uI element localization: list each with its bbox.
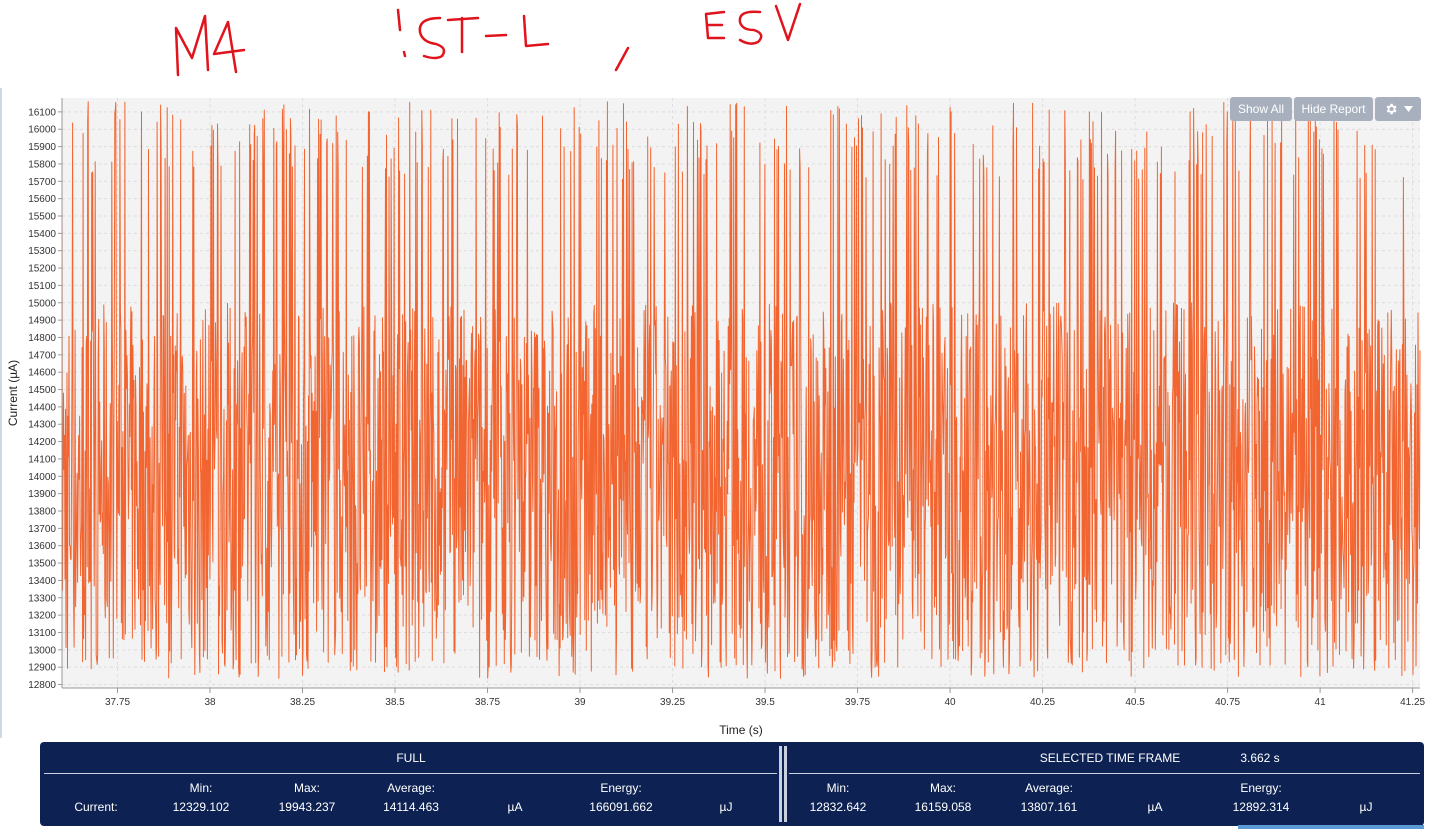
selected-average-unit: µA <box>1147 800 1163 814</box>
selected-duration: 3.662 s <box>1240 751 1280 765</box>
x-tick-label: 40 <box>945 697 957 708</box>
y-tick-label: 13100 <box>28 628 56 639</box>
x-axis-ticks: 37.75 38 38.25 38.5 38.75 39 39.25 39.5 39.75 40 4… <box>105 688 1426 708</box>
x-tick-label: 39.25 <box>660 697 685 708</box>
full-row-label: Current: <box>74 800 118 814</box>
y-tick-label: 14500 <box>28 385 56 396</box>
y-tick-label: 12900 <box>28 663 56 674</box>
y-tick-label: 14200 <box>28 437 56 448</box>
selected-max-value: 16159.058 <box>914 800 972 814</box>
show-all-button[interactable]: Show All <box>1230 97 1292 121</box>
y-tick-label: 12800 <box>28 680 56 691</box>
x-tick-label: 38.25 <box>290 697 315 708</box>
full-max-label: Max: <box>293 781 321 795</box>
y-tick-label: 15400 <box>28 229 56 240</box>
x-tick-label: 39.5 <box>755 697 775 708</box>
selected-energy-label: Energy: <box>1240 781 1282 795</box>
selected-energy-value: 12892.314 <box>1232 800 1290 814</box>
y-axis-ticks: 12800 12900 13000 13100 13200 13300 13400 13500… <box>28 107 62 691</box>
y-tick-label: 15100 <box>28 281 56 292</box>
x-tick-label: 39.75 <box>845 697 870 708</box>
full-min-value: 12329.102 <box>172 800 230 814</box>
y-tick-label: 15900 <box>28 142 56 153</box>
y-tick-label: 15500 <box>28 212 56 223</box>
y-tick-label: 13200 <box>28 611 56 622</box>
y-tick-label: 13700 <box>28 524 56 535</box>
full-divider <box>44 773 777 774</box>
full-average-unit: µA <box>507 800 523 814</box>
x-tick-label: 38 <box>204 697 216 708</box>
caret-down-icon <box>1403 106 1413 112</box>
x-axis-title: Time (s) <box>719 723 763 737</box>
full-average-label: Average: <box>387 781 435 795</box>
y-tick-label: 13000 <box>28 645 56 656</box>
current-series-line <box>61 101 1421 679</box>
section-separator-left <box>779 746 782 822</box>
y-tick-label: 14000 <box>28 472 56 483</box>
full-average-value: 14114.463 <box>383 800 439 814</box>
report-panel: FULL SELECTED TIME FRAME 3.662 s Current… <box>40 742 1424 826</box>
full-min-label: Min: <box>189 781 213 795</box>
y-tick-label: 13300 <box>28 593 56 604</box>
full-energy-value: 166091.662 <box>589 800 653 814</box>
y-tick-label: 15000 <box>28 298 56 309</box>
y-tick-label: 15300 <box>28 246 56 257</box>
selected-max-label: Max: <box>929 781 957 795</box>
y-tick-label: 14600 <box>28 368 56 379</box>
y-tick-label: 14400 <box>28 402 56 413</box>
y-tick-label: 13500 <box>28 559 56 570</box>
y-tick-label: 14800 <box>28 333 56 344</box>
selected-section-title: SELECTED TIME FRAME <box>1039 751 1181 765</box>
x-tick-label: 37.75 <box>105 697 130 708</box>
gear-icon <box>1386 103 1397 115</box>
y-tick-label: 15200 <box>28 264 56 275</box>
selected-min-value: 12832.642 <box>809 800 867 814</box>
y-tick-label: 14700 <box>28 350 56 361</box>
y-tick-label: 14900 <box>28 316 56 327</box>
selected-energy-unit: µJ <box>1359 800 1373 814</box>
full-section-title: FULL <box>396 751 426 765</box>
full-max-value: 19943.237 <box>278 800 336 814</box>
y-tick-label: 13800 <box>28 507 56 518</box>
y-tick-label: 13400 <box>28 576 56 587</box>
y-tick-label: 15700 <box>28 177 56 188</box>
x-tick-label: 40.5 <box>1125 697 1145 708</box>
y-tick-label: 15600 <box>28 194 56 205</box>
current-chart: 12800 12900 13000 13100 13200 13300 13400 13500… <box>6 98 1426 737</box>
y-tick-label: 13900 <box>28 489 56 500</box>
full-energy-unit: µJ <box>719 800 733 814</box>
chart-toolbar: Show All Hide Report <box>1230 97 1421 121</box>
x-tick-label: 41 <box>1315 697 1327 708</box>
y-tick-label: 16100 <box>28 107 56 118</box>
bottom-tab-strip[interactable] <box>1238 825 1424 829</box>
y-axis-title: Current (µA) <box>6 360 20 426</box>
y-tick-label: 14100 <box>28 454 56 465</box>
x-tick-label: 41.25 <box>1400 697 1425 708</box>
selected-average-value: 13807.161 <box>1020 800 1078 814</box>
x-tick-label: 39 <box>574 697 586 708</box>
settings-dropdown-button[interactable] <box>1375 97 1421 121</box>
handwritten-annotation <box>174 2 802 77</box>
y-tick-label: 16000 <box>28 125 56 136</box>
x-tick-label: 40.25 <box>1030 697 1055 708</box>
section-separator-right <box>784 746 787 822</box>
y-tick-label: 13600 <box>28 541 56 552</box>
hide-report-button[interactable]: Hide Report <box>1294 97 1373 121</box>
x-tick-label: 38.5 <box>385 697 405 708</box>
y-tick-label: 15800 <box>28 159 56 170</box>
left-border <box>0 88 2 738</box>
selected-average-label: Average: <box>1025 781 1073 795</box>
selected-divider <box>789 773 1420 774</box>
selected-min-label: Min: <box>826 781 850 795</box>
x-tick-label: 38.75 <box>475 697 500 708</box>
y-tick-label: 14300 <box>28 420 56 431</box>
full-energy-label: Energy: <box>600 781 642 795</box>
x-tick-label: 40.75 <box>1215 697 1240 708</box>
